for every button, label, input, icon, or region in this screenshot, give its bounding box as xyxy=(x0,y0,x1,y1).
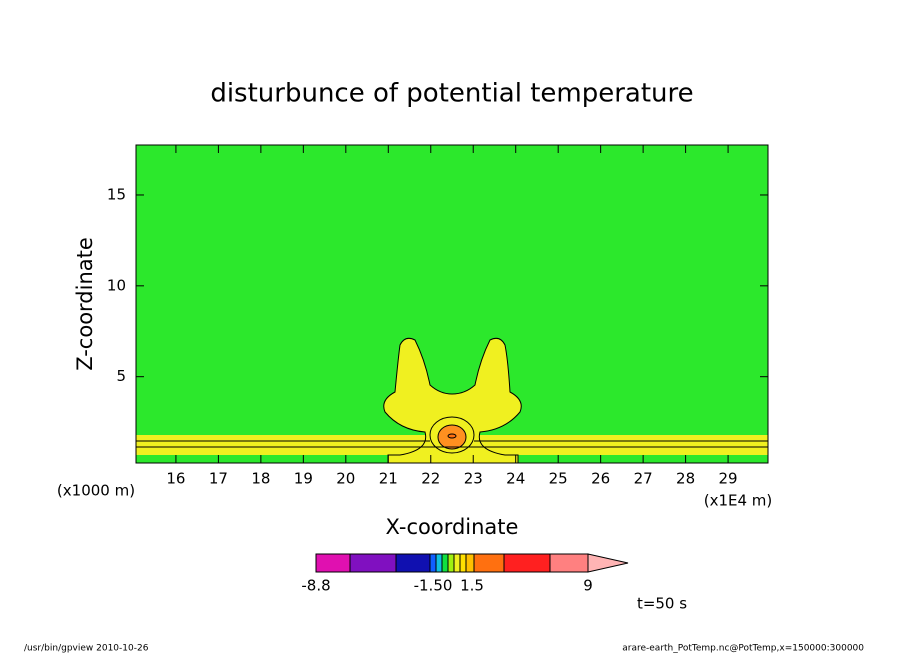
colorbar-segment xyxy=(447,553,455,573)
colorbar-segment xyxy=(473,553,505,573)
annotation: t=50 s xyxy=(637,595,687,613)
colorbar-label: 1.5 xyxy=(460,577,484,595)
x-tick-label: 26 xyxy=(591,470,610,488)
x-tick-label: 28 xyxy=(676,470,695,488)
colorbar-label: 9 xyxy=(583,577,593,595)
y-tick-label: 15 xyxy=(107,185,126,203)
footer-right: arare-earth_PotTemp.nc@PotTemp,x=150000:… xyxy=(622,644,864,654)
field-blob xyxy=(383,337,522,464)
x-tick-label: 16 xyxy=(166,470,185,488)
x-tick-label: 23 xyxy=(464,470,483,488)
footer-left: /usr/bin/gpview 2010-10-26 xyxy=(24,644,149,654)
x-tick-label: 18 xyxy=(251,470,270,488)
colorbar-segment xyxy=(429,553,437,573)
x-tick-label: 19 xyxy=(294,470,313,488)
x-tick-label: 22 xyxy=(421,470,440,488)
colorbar-segment xyxy=(549,553,589,573)
colorbar-segment xyxy=(435,553,443,573)
y-tick-label: 10 xyxy=(107,276,126,294)
colorbar-segment xyxy=(315,553,351,573)
x-tick-label: 29 xyxy=(719,470,738,488)
x-tick-label: 27 xyxy=(634,470,653,488)
x-tick-label: 21 xyxy=(379,470,398,488)
x-tick-label: 20 xyxy=(336,470,355,488)
field xyxy=(136,145,768,464)
colorbar-label: -8.8 xyxy=(301,577,330,595)
colorbar-segment xyxy=(465,553,475,573)
colorbar-segment xyxy=(453,553,461,573)
x-unit: (x1E4 m) xyxy=(704,492,773,510)
y-axis-label: Z-coordinate xyxy=(73,237,97,371)
colorbar-segment xyxy=(349,553,397,573)
colorbar-segment xyxy=(503,553,551,573)
x-tick-label: 25 xyxy=(549,470,568,488)
colorbar-segment xyxy=(459,553,467,573)
y-tick-label: 5 xyxy=(116,367,126,385)
contour xyxy=(447,433,457,439)
colorbar-segment xyxy=(395,553,431,573)
x-axis-label: X-coordinate xyxy=(386,515,519,539)
chart-title: disturbunce of potential temperature xyxy=(210,79,693,109)
colorbar-label: -1.50 xyxy=(414,577,453,595)
x-tick-label: 24 xyxy=(506,470,525,488)
x-tick-label: 17 xyxy=(209,470,228,488)
colorbar-extension xyxy=(587,553,629,573)
plot-frame xyxy=(135,144,769,464)
colorbar-segment xyxy=(441,553,449,573)
y-unit: (x1000 m) xyxy=(57,482,135,500)
